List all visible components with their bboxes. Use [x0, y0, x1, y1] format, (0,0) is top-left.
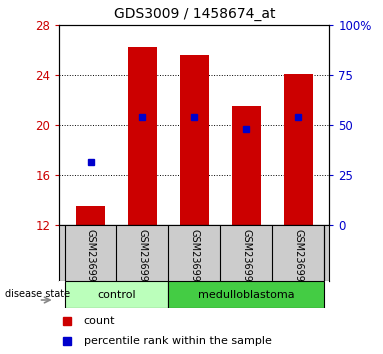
Text: medulloblastoma: medulloblastoma [198, 290, 295, 300]
Bar [76, 206, 105, 225]
Text: control: control [97, 290, 136, 300]
Text: count: count [83, 316, 115, 326]
Text: GSM236994: GSM236994 [85, 229, 95, 288]
Bar [232, 106, 260, 225]
Title: GDS3009 / 1458674_at: GDS3009 / 1458674_at [114, 7, 275, 21]
Bar [284, 74, 313, 225]
Bar [180, 55, 209, 225]
Text: GSM236996: GSM236996 [189, 229, 200, 288]
Text: disease state: disease state [5, 289, 70, 299]
Bar [128, 47, 157, 225]
Text: GSM236998: GSM236998 [293, 229, 303, 288]
Text: GSM236995: GSM236995 [137, 229, 147, 289]
Bar [65, 281, 169, 308]
Bar [169, 281, 324, 308]
Text: GSM236997: GSM236997 [241, 229, 251, 289]
Text: percentile rank within the sample: percentile rank within the sample [83, 336, 272, 346]
